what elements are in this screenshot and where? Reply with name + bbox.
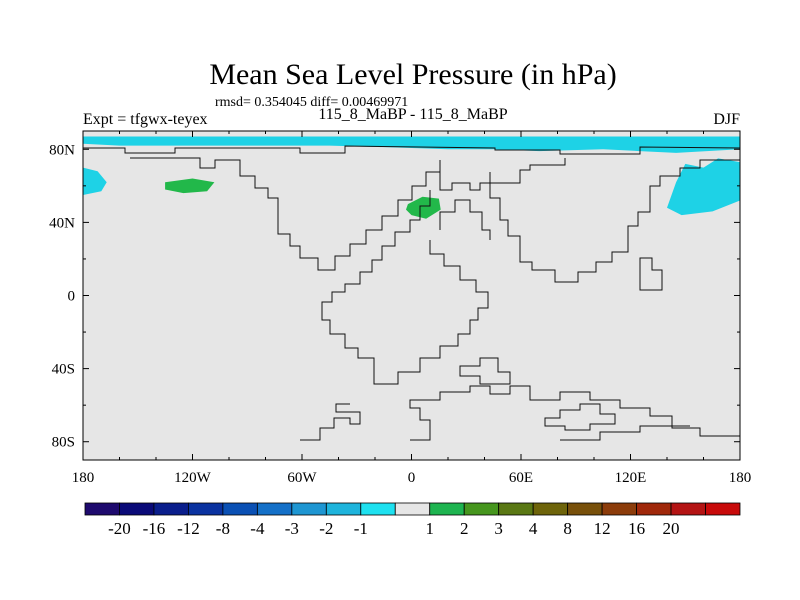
south-interior-b	[544, 403, 616, 431]
colorbar-label: -20	[108, 519, 131, 538]
colorbar-swatch	[394, 502, 431, 516]
x-tick-label: 120E	[615, 470, 647, 486]
colorbar-label: 16	[628, 519, 645, 538]
colorbar-swatch	[256, 502, 293, 516]
inner-outline-b	[439, 199, 491, 240]
x-tick-label: 60E	[509, 470, 533, 486]
y-tick-label: 40S	[52, 362, 75, 378]
x-tick-label: 180	[72, 470, 95, 486]
colorbar-swatch	[463, 502, 500, 516]
colorbar-label: 4	[529, 519, 538, 538]
colorbar-swatch	[429, 502, 465, 516]
y-tick-label: 80N	[49, 142, 75, 158]
colorbar-label: -12	[177, 519, 200, 538]
expt-label: Expt = tfgwx-teyex	[83, 111, 208, 128]
arctic-coast	[83, 145, 741, 155]
colorbar-label: 20	[663, 519, 680, 538]
colorbar-swatch	[119, 502, 155, 516]
antarctica-coast	[409, 385, 740, 441]
colorbar-label: 3	[494, 519, 503, 538]
colorbar-label: -16	[143, 519, 166, 538]
colorbar: -20 -16 -12 -8 -4 -3 -2 -1 1 2 3 4 8 12 16 20	[84, 502, 741, 538]
center-label: 115_8_MaBP - 115_8_MaBP	[318, 106, 507, 123]
colorbar-label: 12	[594, 519, 611, 538]
shaded-regions	[83, 136, 740, 219]
colorbar-swatch	[153, 502, 189, 516]
continent-outlines	[83, 145, 741, 441]
colorbar-label: -3	[285, 519, 299, 538]
islands-east	[639, 257, 663, 291]
y-tick-label: 80S	[52, 435, 75, 451]
map-plot: 180 120W 60W 0 60E 120E 180 80N 40N 0 40S 80S	[49, 130, 752, 486]
colorbar-swatch	[360, 502, 396, 516]
colorbar-swatch	[325, 502, 362, 516]
colorbar-swatch	[498, 502, 534, 516]
x-tick-label: 0	[408, 470, 416, 486]
inner-outline-a	[321, 190, 489, 385]
colorbar-label: -2	[319, 519, 333, 538]
colorbar-label: 8	[563, 519, 572, 538]
x-axis-ticks: 180 120W 60W 0 60E 120E 180	[72, 131, 752, 486]
y-tick-label: 0	[68, 289, 76, 305]
colorbar-swatch	[705, 502, 741, 516]
chart-title: Mean Sea Level Pressure (in hPa)	[209, 58, 616, 91]
colorbar-swatch	[222, 502, 258, 516]
colorbar-label: -1	[354, 519, 368, 538]
colorbar-label: 2	[460, 519, 469, 538]
region-pacific-positive	[165, 178, 215, 194]
colorbar-swatch	[670, 502, 706, 516]
colorbar-label: -4	[250, 519, 265, 538]
south-interior-c	[560, 425, 690, 441]
y-tick-label: 40N	[49, 215, 75, 231]
x-tick-label: 120W	[174, 470, 212, 486]
region-arctic-negative-band	[83, 136, 740, 216]
stats-text: rmsd= 0.354045 diff= 0.00469971	[215, 95, 408, 110]
north-america-coast	[130, 157, 441, 271]
colorbar-swatch	[291, 502, 327, 516]
region-pacific-negative-west	[83, 167, 107, 195]
greenland-coast	[439, 158, 566, 191]
colorbar-label: 1	[425, 519, 434, 538]
colorbar-swatch	[636, 502, 672, 516]
y-axis-ticks: 80N 40N 0 40S 80S	[49, 142, 740, 451]
x-tick-label: 60W	[287, 470, 317, 486]
colorbar-swatch	[601, 502, 637, 516]
region-europe-positive	[406, 196, 441, 219]
colorbar-swatch	[188, 502, 224, 516]
colorbar-swatch	[84, 502, 120, 516]
x-tick-label: 180	[729, 470, 752, 486]
south-interior-a	[459, 357, 511, 385]
season-label: DJF	[713, 111, 740, 128]
colorbar-swatch	[532, 502, 569, 516]
colorbar-swatch	[567, 502, 603, 516]
colorbar-label: -8	[216, 519, 230, 538]
eurasia-east-coast	[489, 159, 740, 283]
southern-outline	[300, 403, 361, 441]
